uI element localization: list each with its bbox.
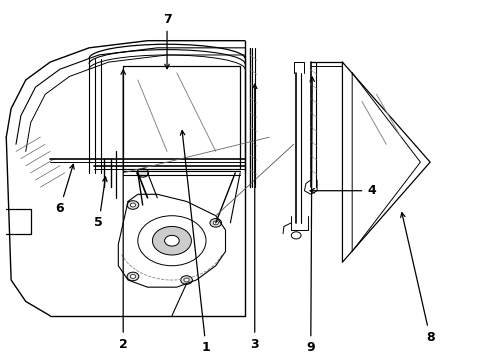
Text: 8: 8: [401, 213, 435, 344]
Text: 1: 1: [180, 131, 210, 354]
Circle shape: [127, 201, 139, 209]
Circle shape: [181, 276, 193, 284]
Text: 2: 2: [119, 70, 127, 351]
Circle shape: [184, 278, 189, 282]
Circle shape: [152, 226, 192, 255]
Circle shape: [165, 235, 179, 246]
Circle shape: [137, 168, 148, 177]
Text: 6: 6: [55, 165, 74, 215]
Text: 5: 5: [95, 177, 107, 229]
Circle shape: [210, 219, 221, 227]
Circle shape: [130, 203, 136, 207]
Circle shape: [213, 221, 219, 225]
Text: 3: 3: [250, 84, 259, 351]
Circle shape: [127, 272, 139, 281]
Circle shape: [130, 275, 136, 278]
Text: 4: 4: [310, 184, 376, 197]
Text: 7: 7: [163, 13, 172, 69]
Text: 9: 9: [306, 77, 315, 354]
